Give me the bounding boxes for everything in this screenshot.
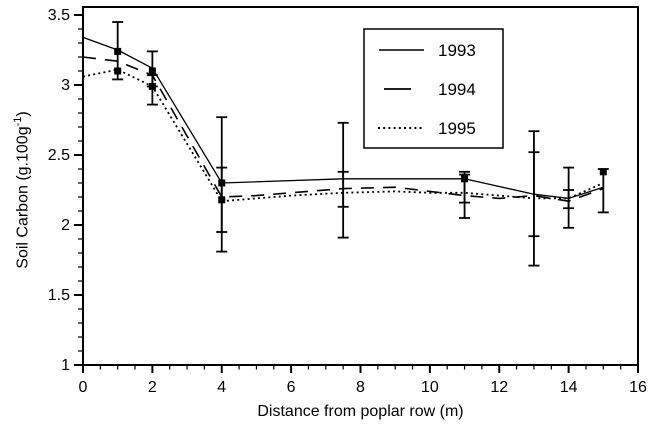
y-tick-label: 3.5	[48, 7, 70, 24]
data-point-marker	[148, 67, 156, 75]
data-point-marker	[218, 179, 226, 187]
y-axis: 1 1.5 2 2.5 3 3.5	[48, 7, 83, 374]
legend-entry-1993: 1993	[379, 41, 476, 60]
x-tick-label: 10	[421, 379, 439, 396]
y-tick-label: 1.5	[48, 287, 70, 304]
error-bar	[337, 170, 349, 208]
x-tick-label: 14	[560, 379, 578, 396]
data-point-marker	[114, 47, 122, 55]
legend-label-1994: 1994	[438, 80, 476, 99]
y-axis-title: Soil Carbon (g.100g-1)	[0, 15, 41, 365]
data-point-marker	[218, 196, 226, 204]
y-axis-title-text: Soil Carbon (g.100g	[14, 126, 32, 269]
x-tick-label: 4	[217, 379, 226, 396]
legend-entry-1995: 1995	[378, 119, 476, 138]
point-markers	[114, 47, 607, 204]
y-axis-title-close: )	[14, 111, 32, 117]
y-axis-title-superscript: -1	[12, 116, 24, 127]
y-tick-label: 3	[61, 77, 70, 94]
x-tick-label: 16	[629, 379, 647, 396]
x-tick-label: 6	[287, 379, 296, 396]
y-tick-label: 2	[61, 217, 70, 234]
error-bar	[563, 189, 575, 210]
x-tick-label: 8	[356, 379, 365, 396]
x-axis: 0 2 4 6 8 10 12 14 16	[79, 365, 647, 396]
legend: 1993 1994 1995	[363, 28, 504, 149]
x-tick-label: 12	[490, 379, 508, 396]
x-axis-title: Distance from poplar row (m)	[257, 403, 464, 420]
y-tick-label: 1	[61, 357, 70, 374]
data-point-marker	[599, 168, 607, 176]
legend-label-1995: 1995	[438, 119, 476, 138]
y-tick-label: 2.5	[48, 147, 70, 164]
error-bar	[528, 151, 540, 238]
series-line-1994	[82, 56, 604, 203]
x-tick-label: 0	[79, 379, 88, 396]
error-bars	[112, 21, 609, 267]
legend-label-1993: 1993	[438, 41, 476, 60]
data-point-marker	[148, 82, 156, 90]
legend-entry-1994: 1994	[384, 80, 476, 99]
x-tick-label: 2	[148, 379, 157, 396]
error-bar	[597, 168, 609, 214]
plot-frame	[82, 6, 639, 366]
data-point-marker	[114, 67, 122, 75]
series-line-1995	[82, 68, 604, 203]
data-point-marker	[461, 175, 469, 183]
